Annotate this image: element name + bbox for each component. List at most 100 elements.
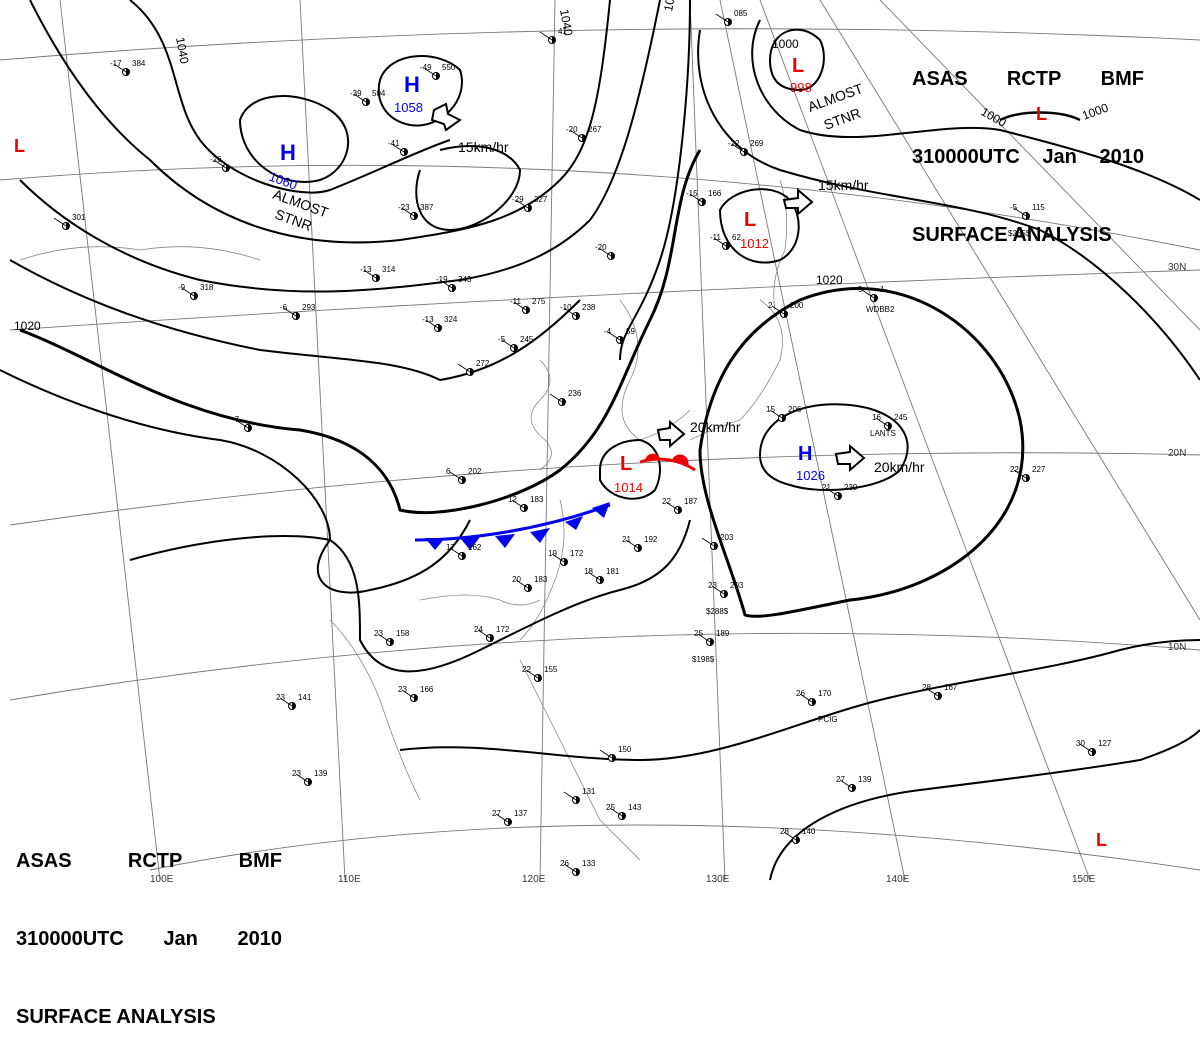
station-wind-barb [279,697,293,707]
station-cloud-cover [376,274,380,282]
motion-label: 20km/hr [874,459,925,475]
isobar-1030-outer [29,0,611,244]
warm-front-bumps [645,453,689,466]
station-wind-barb [563,307,577,317]
station-pressure: 187 [684,497,698,506]
station-temperature: 23 [398,685,407,694]
station-plot: 23 158 [374,629,410,646]
station-wind-barb [513,301,527,311]
station-temperature: -11 [710,233,722,242]
station-temperature: -5 [1010,203,1018,212]
header-line-2: 310000UTC Jan 2010 [16,926,282,952]
isobar-label: 1020 [661,0,679,13]
station-cloud-cover [838,492,842,500]
station-cloud-cover [194,292,198,300]
station-temperature: 21 [822,483,831,492]
station-plot: 301 [53,213,86,230]
station-wind-barb [477,629,491,639]
station-pressure: 203 [720,533,734,542]
header-month: Jan [163,928,198,950]
station-id: $288$ [706,607,729,616]
station-cloud-cover [874,294,878,302]
station-pressure: 343 [458,275,472,284]
station-pressure: 267 [588,125,602,134]
station-pressure: 162 [468,543,482,552]
station-temperature: 23 [708,581,717,590]
station-ids: WDBB2 LANTS PCIG $198$ $288$ $285$ [692,229,1031,724]
station-temperature: -15 [686,189,698,198]
station-cloud-cover [812,698,816,706]
station-temperature: -49 [420,63,432,72]
station-wind-barb [697,633,711,643]
station-cloud-cover [702,198,706,206]
header-product: ASAS [16,850,72,872]
station-temperature: 28 [922,683,931,692]
low-1014-value: 1014 [614,480,643,495]
station-plot: 150 [599,745,632,762]
station-pressure: 301 [72,213,86,222]
station-cloud-cover [126,68,130,76]
latitude-line-0 [149,824,1200,871]
isobar-1020-north [619,0,691,361]
station-wind-barb [525,669,539,679]
header-line-1: ASAS RCTP BMF [912,66,1144,92]
station-plot: -22 269 [728,139,764,156]
longitude-line-130e [689,0,726,881]
station-pressure: 275 [532,297,546,306]
low-1014-symbol: L [620,453,632,475]
station-pressure: 272 [476,359,490,368]
station-plot: -9 318 [178,283,214,300]
station-cloud-cover [438,324,442,332]
isobar-1024 [9,259,581,382]
station-pressure: 324 [444,315,458,324]
station-cloud-cover [726,242,730,250]
station-cloud-cover [852,784,856,792]
station-pressure: 166 [420,685,434,694]
longitude-line-100e [59,0,161,881]
isobar-around-1026 [758,403,909,491]
station-plot: 17 162 [446,543,482,560]
station-temperature: 23 [292,769,301,778]
station-plot: 26 133 [560,859,596,876]
station-cloud-cover [1092,748,1096,756]
station-wind-barb [625,539,639,549]
low-1012-symbol: L [744,209,756,231]
station-pressure: 387 [420,203,434,212]
station-plot: 28 140 [780,827,816,844]
station-pressure: 189 [716,629,730,638]
station-cloud-cover [308,778,312,786]
station-wind-barb [731,143,745,153]
header-code: BMF [238,850,282,872]
station-cloud-cover [404,148,408,156]
motion-arrows [430,102,866,473]
motion-arrow-1058 [430,102,462,132]
station-wind-barb [391,143,405,153]
station-pressure: 314 [382,265,396,274]
station-cloud-cover [728,18,732,26]
station-plot: 236 [549,389,582,406]
longitude-label: 110E [338,874,361,885]
station-cloud-cover [564,558,568,566]
station-pressure: 227 [1032,465,1046,474]
station-wind-barb [283,307,297,317]
station-wind-barb [825,487,839,497]
station-plot: 131 [563,787,596,804]
station-temperature: 27 [492,809,501,818]
station-cloud-cover [620,336,624,344]
station-cloud-cover [1026,474,1030,482]
isobar-1004-south [769,729,1200,881]
station-temperature: -11 [510,297,522,306]
station-temperature: 27 [836,775,845,784]
station-wind-barb [235,419,249,429]
station-cloud-cover [576,312,580,320]
station-cloud-cover [452,284,456,292]
station-pressure: 172 [496,625,510,634]
coast-japan [689,299,783,441]
station-wind-barb [423,67,437,77]
station-pressure: 293 [302,303,316,312]
station-pressure: 41 [558,27,567,36]
station-wind-barb [607,331,621,341]
station-pressure: 183 [530,495,544,504]
high-1058-symbol: H [404,72,420,97]
station-pressure: 141 [298,693,312,702]
